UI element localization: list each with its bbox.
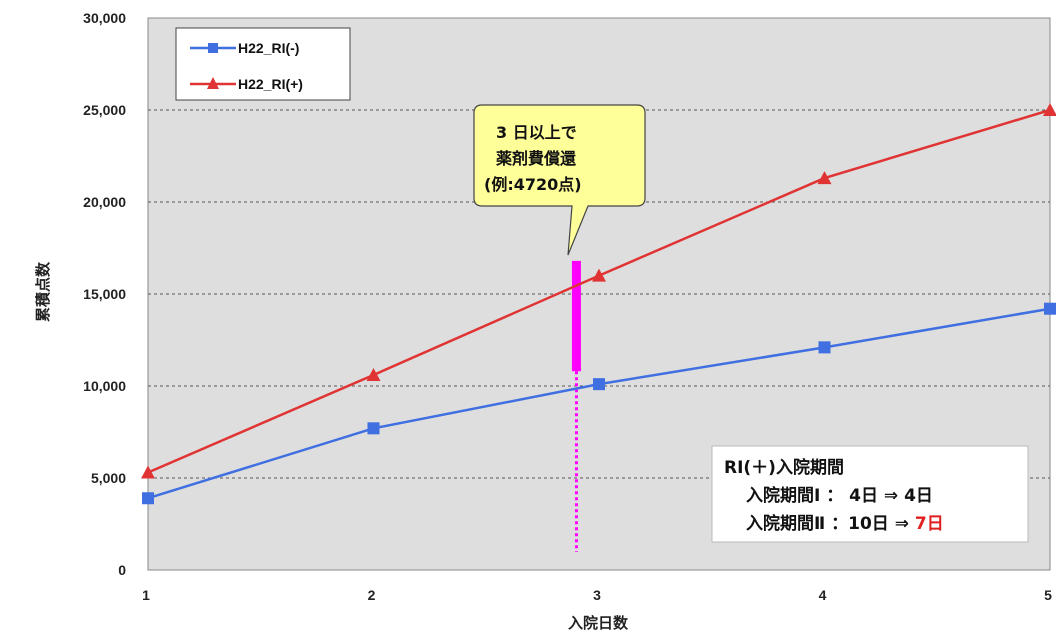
data-point-square [818, 341, 831, 354]
x-tick-label: 1 [142, 587, 150, 603]
data-point-square [593, 378, 605, 391]
info-box: RI(＋)入院期間 入院期間Ⅰ ： 4日 ⇒ 4日 入院期間Ⅱ ：10日 ⇒ 7… [711, 445, 1029, 543]
y-axis-title: 累積点数 [34, 261, 52, 322]
legend-label-ri-minus: H22_RI(-) [238, 40, 299, 56]
series-layer [141, 103, 1056, 505]
callout-line-3: (例:4720点) [484, 175, 582, 194]
info-title: RI(＋)入院期間 [724, 457, 844, 478]
data-point-triangle [141, 465, 155, 479]
legend-label-ri-plus: H22_RI(+) [238, 76, 303, 92]
x-axis-title: 入院日数 [568, 614, 629, 632]
callout: 3 日以上で 薬剤費償還 (例:4720点) [473, 104, 646, 256]
data-point-square [1044, 302, 1056, 315]
legend-marker-triangle [207, 77, 219, 89]
info-row-2-prefix: 入院期間Ⅱ ：10日 ⇒ [746, 513, 915, 534]
info-row-2-highlight: 7日 [915, 514, 944, 534]
info-row-1: 入院期間Ⅰ ： 4日 ⇒ 4日 [746, 485, 933, 506]
x-tick-label: 3 [593, 587, 601, 603]
y-tick-label: 25,000 [83, 102, 126, 118]
data-point-triangle [817, 171, 832, 185]
x-tick-label: 5 [1044, 587, 1052, 603]
y-tick-label: 0 [118, 562, 126, 578]
x-tick-label: 4 [819, 587, 827, 603]
data-point-triangle [1043, 103, 1056, 116]
y-tick-label: 10,000 [83, 378, 126, 394]
legend-marker-square [208, 43, 218, 53]
callout-line-1: 3 日以上で [496, 123, 577, 142]
data-point-triangle [592, 268, 606, 282]
y-tick-label: 30,000 [83, 10, 126, 26]
data-point-triangle [366, 367, 381, 381]
y-tick-label: 15,000 [83, 286, 126, 302]
info-row-2: 入院期間Ⅱ ：10日 ⇒ 7日 [746, 513, 944, 534]
callout-line-2: 薬剤費償還 [495, 149, 577, 168]
y-axis-ticks: 0 5,000 10,000 15,000 20,000 25,000 30,000 [83, 10, 126, 578]
data-point-square [142, 492, 154, 505]
y-tick-label: 5,000 [91, 470, 126, 486]
x-axis-ticks: 1 2 3 4 5 [142, 587, 1052, 603]
y-tick-label: 20,000 [83, 194, 126, 210]
x-tick-label: 2 [368, 587, 376, 603]
legend: H22_RI(-) H22_RI(+) [175, 27, 351, 101]
data-point-square [367, 422, 380, 435]
